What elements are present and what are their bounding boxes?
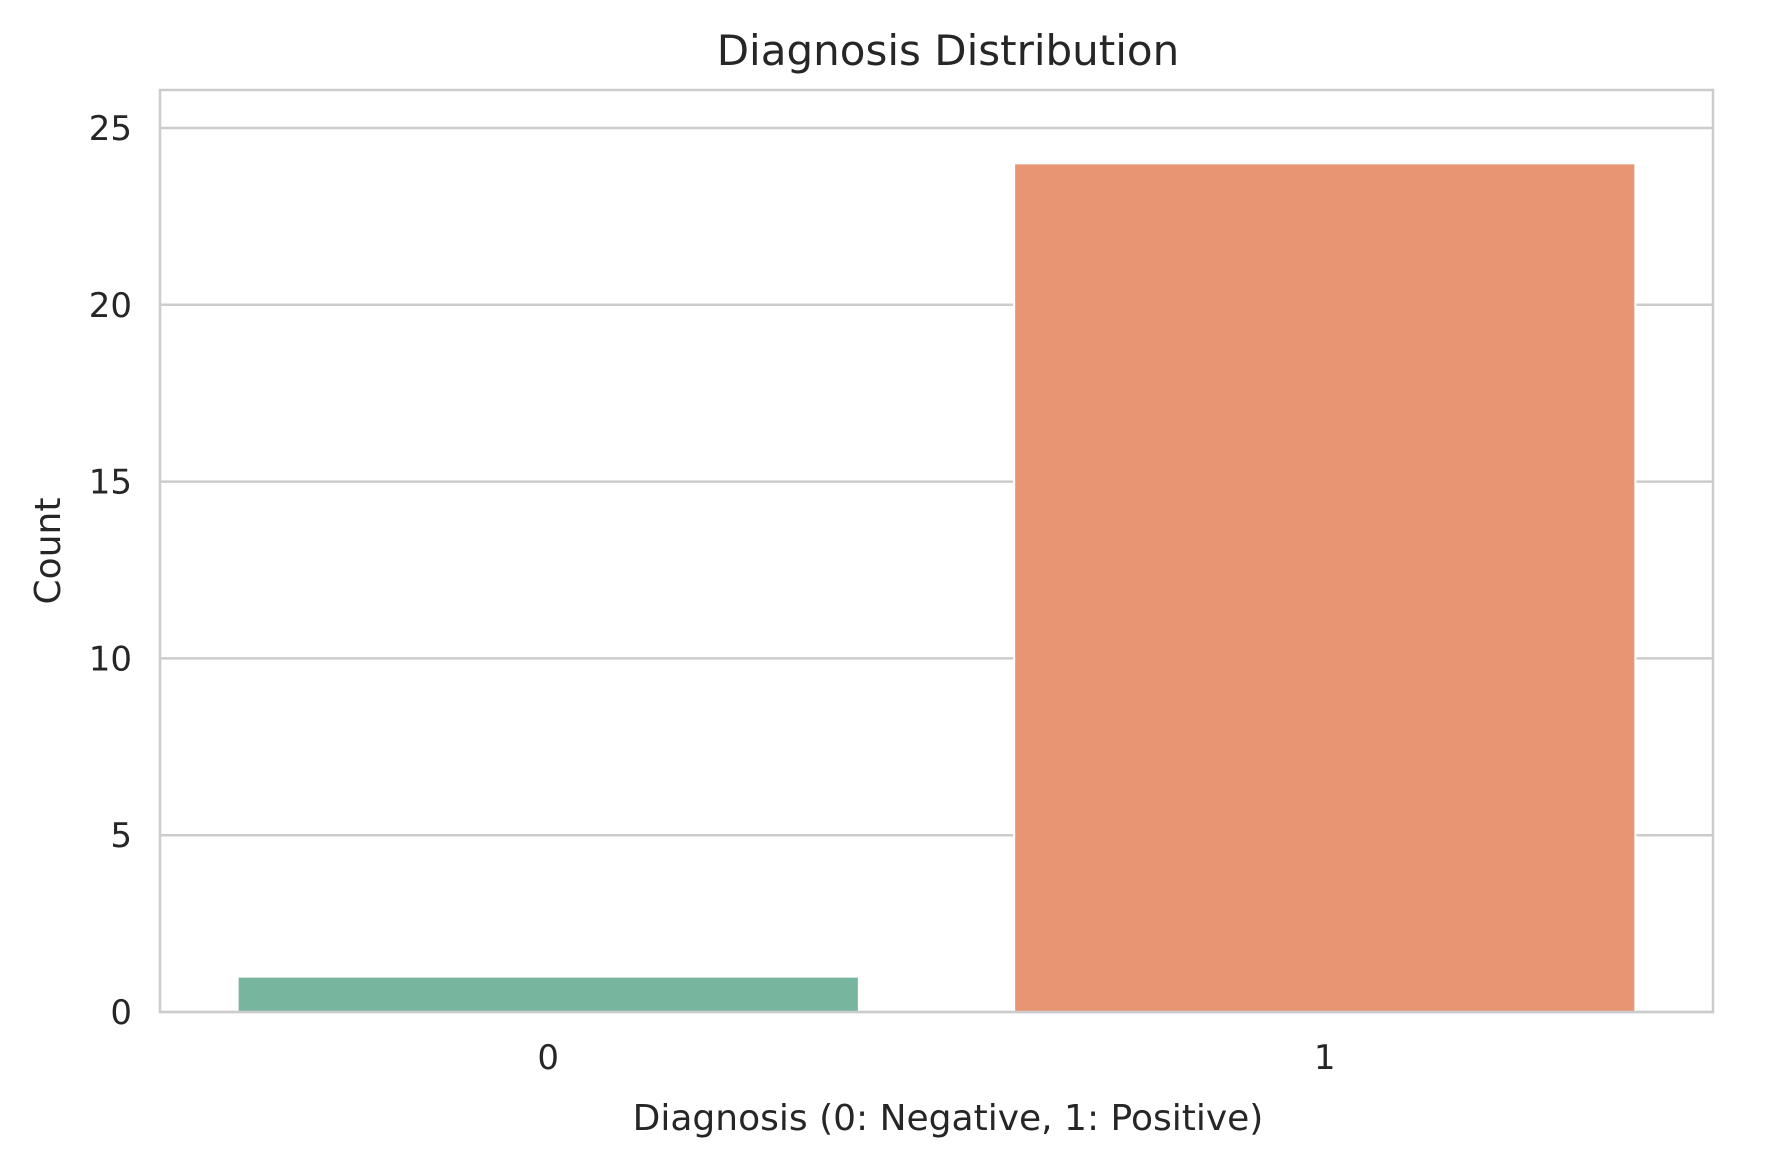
y-tick-labels: 0 5 10 15 20 25 — [89, 109, 132, 1033]
y-tick-label: 25 — [89, 109, 132, 149]
chart-title: Diagnosis Distribution — [717, 26, 1180, 75]
x-tick-label: 1 — [1314, 1038, 1336, 1078]
bars — [236, 162, 1637, 1014]
x-axis-label: Diagnosis (0: Negative, 1: Positive) — [633, 1098, 1264, 1139]
y-tick-label: 20 — [89, 286, 132, 326]
y-tick-label: 10 — [89, 639, 132, 679]
bar-0 — [236, 975, 860, 1014]
bar-1 — [1013, 162, 1637, 1014]
y-tick-label: 0 — [110, 993, 132, 1033]
x-tick-label: 0 — [537, 1038, 559, 1078]
plot-frame — [158, 88, 1715, 1014]
y-tick-label: 15 — [89, 463, 132, 503]
y-axis-label: Count — [28, 498, 69, 605]
y-tick-label: 5 — [110, 816, 132, 856]
